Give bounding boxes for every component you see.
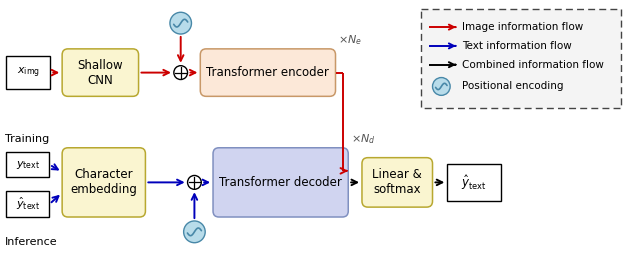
Text: $x_{\rm img}$: $x_{\rm img}$ — [17, 65, 40, 80]
Bar — [6, 56, 51, 89]
Text: $y_{\rm text}$: $y_{\rm text}$ — [16, 158, 40, 171]
Bar — [6, 152, 49, 178]
Text: $\hat{y}_{\rm text}$: $\hat{y}_{\rm text}$ — [461, 173, 487, 192]
Text: Positional encoding: Positional encoding — [462, 82, 563, 91]
Circle shape — [188, 176, 201, 189]
Text: Transformer decoder: Transformer decoder — [220, 176, 342, 189]
Bar — [447, 164, 501, 201]
Text: Character
embedding: Character embedding — [70, 168, 137, 196]
Bar — [6, 191, 49, 217]
Text: $\times N_d$: $\times N_d$ — [351, 132, 376, 146]
Ellipse shape — [433, 77, 450, 95]
Text: Combined information flow: Combined information flow — [462, 60, 604, 70]
Text: Shallow
CNN: Shallow CNN — [77, 59, 123, 87]
Text: Training: Training — [5, 134, 49, 144]
FancyBboxPatch shape — [362, 158, 433, 207]
Text: Linear &
softmax: Linear & softmax — [372, 168, 422, 196]
FancyBboxPatch shape — [213, 148, 348, 217]
Ellipse shape — [170, 12, 191, 34]
FancyBboxPatch shape — [62, 148, 145, 217]
FancyBboxPatch shape — [62, 49, 139, 96]
Text: Image information flow: Image information flow — [462, 22, 583, 32]
Ellipse shape — [184, 221, 205, 243]
Text: $\hat{y}_{\rm text}$: $\hat{y}_{\rm text}$ — [15, 196, 40, 212]
Text: Text information flow: Text information flow — [462, 41, 572, 51]
Circle shape — [174, 66, 188, 80]
FancyBboxPatch shape — [420, 9, 621, 108]
Text: Transformer encoder: Transformer encoder — [207, 66, 330, 79]
Text: $\times N_e$: $\times N_e$ — [339, 33, 362, 47]
Text: Inference: Inference — [5, 237, 58, 247]
FancyBboxPatch shape — [200, 49, 335, 96]
